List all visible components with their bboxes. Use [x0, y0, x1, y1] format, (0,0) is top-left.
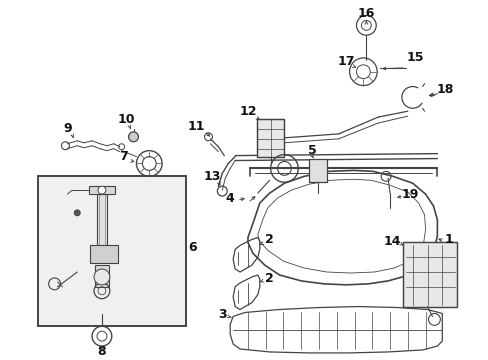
Circle shape — [74, 210, 80, 216]
Text: 9: 9 — [63, 122, 72, 135]
Bar — [38, 176, 185, 326]
Text: 7: 7 — [119, 150, 128, 163]
Text: 4: 4 — [225, 192, 234, 204]
Text: 6: 6 — [188, 241, 197, 254]
Bar — [402, 242, 456, 307]
Bar — [402, 242, 456, 307]
Bar — [38, 176, 185, 326]
Circle shape — [94, 269, 110, 285]
Circle shape — [128, 132, 138, 142]
Text: 1: 1 — [444, 233, 453, 246]
Bar — [90, 246, 118, 263]
Circle shape — [98, 186, 106, 194]
Bar — [95, 265, 109, 287]
Text: 17: 17 — [337, 55, 355, 68]
Text: 15: 15 — [406, 51, 424, 64]
Text: 2: 2 — [265, 273, 273, 285]
Text: 8: 8 — [98, 346, 106, 359]
Bar — [308, 158, 326, 182]
Bar — [256, 119, 284, 157]
Text: 16: 16 — [357, 7, 374, 20]
Text: 3: 3 — [218, 308, 226, 321]
Bar — [97, 194, 107, 248]
Text: 13: 13 — [203, 170, 221, 183]
Bar — [89, 186, 115, 194]
Bar — [308, 158, 326, 182]
Text: 11: 11 — [187, 121, 205, 134]
Text: 14: 14 — [383, 235, 400, 248]
Text: 12: 12 — [239, 105, 256, 118]
Text: 5: 5 — [307, 144, 316, 157]
Text: 19: 19 — [400, 188, 418, 201]
Text: 2: 2 — [265, 233, 273, 246]
Bar — [256, 119, 284, 157]
Text: 18: 18 — [436, 83, 453, 96]
Text: 10: 10 — [118, 113, 135, 126]
